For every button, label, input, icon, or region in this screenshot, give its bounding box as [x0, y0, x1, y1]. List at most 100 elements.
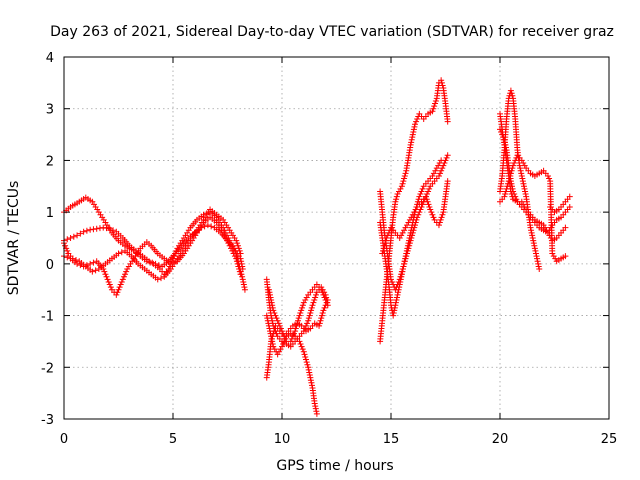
data-point — [299, 304, 306, 311]
series-segment-d4 — [497, 152, 569, 265]
data-point — [399, 229, 406, 236]
data-point — [398, 271, 405, 278]
data-point — [115, 286, 122, 293]
data-point — [226, 242, 233, 249]
data-point — [269, 302, 276, 309]
data-point — [303, 359, 310, 366]
y-tick-label: 3 — [46, 103, 54, 118]
data-point — [292, 328, 299, 335]
data-point — [406, 216, 413, 223]
data-point — [288, 335, 295, 342]
data-point — [316, 320, 323, 327]
data-point — [518, 157, 525, 164]
data-point — [70, 233, 77, 240]
x-axis-label: GPS time / hours — [276, 458, 393, 474]
data-point — [90, 259, 97, 266]
data-point — [280, 330, 287, 337]
data-point — [302, 297, 309, 304]
data-point — [437, 170, 444, 177]
data-point — [395, 289, 402, 296]
data-point — [507, 172, 514, 179]
data-point — [113, 291, 120, 298]
data-point — [549, 250, 556, 257]
data-point — [522, 191, 529, 198]
data-point — [508, 90, 515, 97]
data-point — [499, 131, 506, 138]
data-point — [320, 307, 327, 314]
data-point — [505, 178, 512, 185]
data-point — [439, 82, 446, 89]
data-point — [415, 196, 422, 203]
data-point — [393, 193, 400, 200]
data-point — [426, 185, 433, 192]
data-point — [405, 237, 412, 244]
y-tick-label: 1 — [46, 206, 54, 221]
data-point — [317, 317, 324, 324]
data-point — [306, 372, 313, 379]
data-point — [93, 225, 100, 232]
data-point — [535, 263, 542, 270]
data-point — [114, 289, 121, 296]
data-point — [310, 299, 317, 306]
data-point — [511, 160, 518, 167]
data-point — [103, 225, 110, 232]
data-point — [268, 299, 275, 306]
data-point — [102, 271, 109, 278]
y-tick-label: 0 — [46, 258, 54, 273]
series-segment-d2 — [497, 87, 543, 273]
data-point — [417, 191, 424, 198]
data-point — [379, 250, 386, 257]
data-point — [435, 172, 442, 179]
data-point — [392, 299, 399, 306]
data-point — [407, 141, 414, 148]
data-point — [64, 254, 71, 261]
data-point — [204, 222, 211, 229]
data-point — [400, 178, 407, 185]
data-point — [233, 237, 240, 244]
data-point — [498, 128, 505, 135]
data-point — [518, 172, 525, 179]
series-segment-a4 — [61, 206, 244, 283]
data-point — [511, 191, 518, 198]
data-point — [92, 267, 99, 274]
data-point — [267, 294, 274, 301]
data-point — [439, 165, 446, 172]
data-point — [231, 253, 238, 260]
data-point — [410, 126, 417, 133]
data-point — [398, 183, 405, 190]
data-point — [520, 160, 527, 167]
data-point — [506, 175, 513, 182]
data-point — [403, 222, 410, 229]
data-point — [531, 245, 538, 252]
data-point — [105, 278, 112, 285]
data-point — [305, 315, 312, 322]
data-point — [429, 172, 436, 179]
data-point — [400, 263, 407, 270]
data-point — [408, 214, 415, 221]
data-point — [504, 183, 511, 190]
data-point — [510, 162, 517, 169]
data-point — [323, 299, 330, 306]
data-point — [433, 165, 440, 172]
data-point — [308, 379, 315, 386]
data-point — [398, 273, 405, 280]
data-point — [269, 304, 276, 311]
data-point — [320, 291, 327, 298]
data-point — [436, 219, 443, 226]
data-point — [382, 240, 389, 247]
data-point — [550, 253, 557, 260]
data-point — [397, 278, 404, 285]
data-point — [155, 262, 162, 269]
data-point — [411, 121, 418, 128]
data-point — [115, 250, 122, 257]
data-point — [396, 284, 403, 291]
data-point — [507, 87, 514, 94]
data-point — [318, 312, 325, 319]
data-point — [234, 242, 241, 249]
data-point — [402, 224, 409, 231]
series-segment-b4 — [265, 281, 329, 345]
data-point — [311, 400, 318, 407]
plot-frame — [63, 56, 610, 420]
data-point — [306, 312, 313, 319]
data-point — [512, 193, 519, 200]
